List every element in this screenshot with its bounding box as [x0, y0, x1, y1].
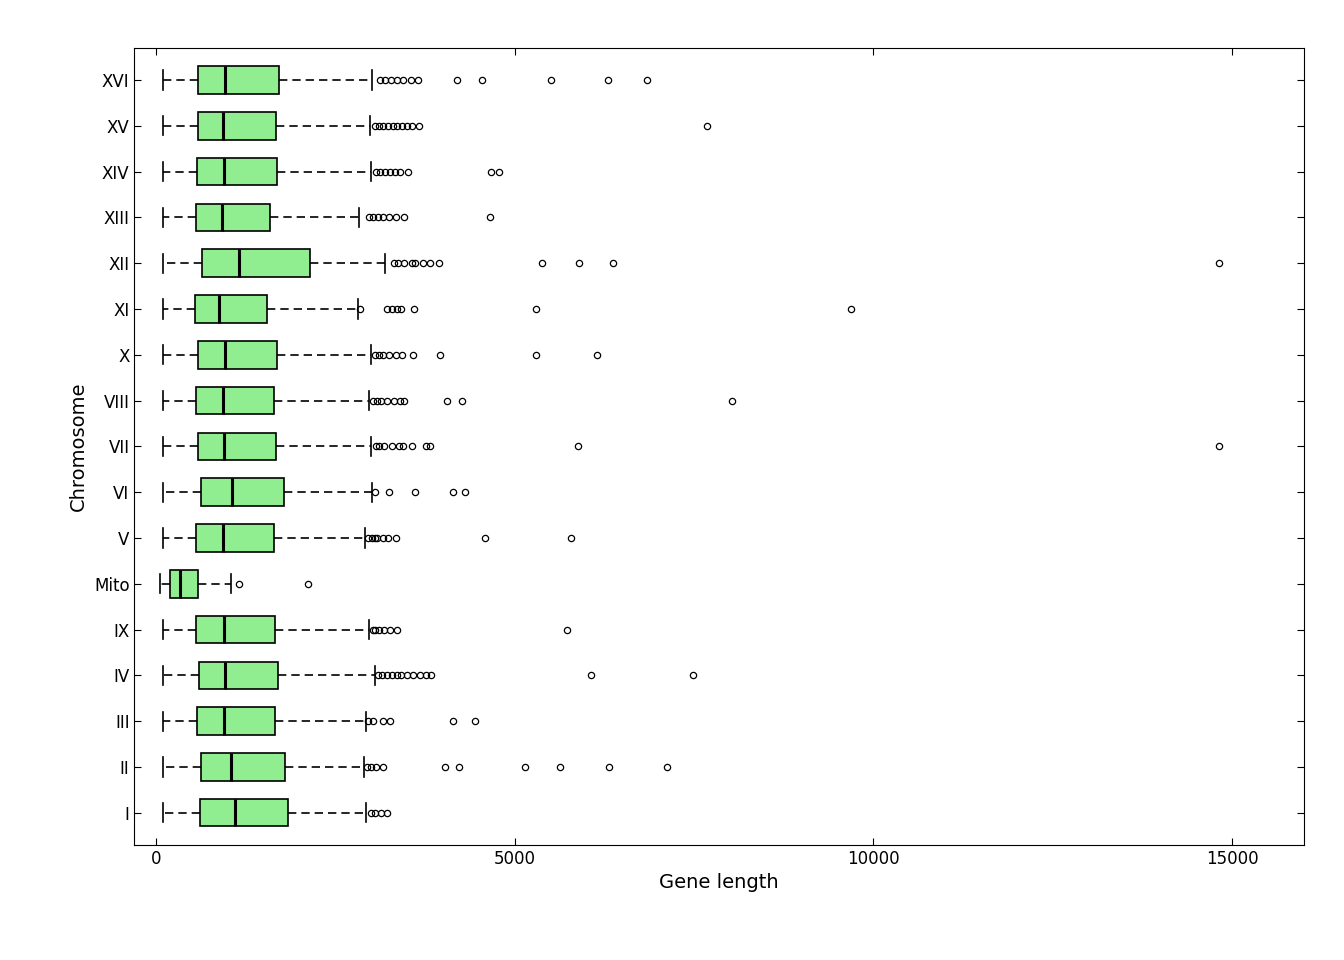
Bar: [171, 570, 198, 597]
Bar: [196, 524, 274, 552]
Bar: [198, 157, 277, 185]
Bar: [200, 754, 285, 780]
Bar: [198, 433, 276, 460]
Y-axis label: Chromosome: Chromosome: [70, 382, 89, 511]
Bar: [196, 204, 270, 231]
Bar: [196, 615, 276, 643]
Bar: [202, 250, 310, 277]
Bar: [198, 66, 280, 94]
Bar: [200, 799, 288, 827]
Bar: [196, 387, 274, 415]
Bar: [198, 112, 277, 139]
Bar: [198, 708, 276, 735]
X-axis label: Gene length: Gene length: [659, 874, 780, 892]
Bar: [199, 661, 277, 689]
Bar: [195, 296, 267, 323]
Bar: [200, 478, 284, 506]
Bar: [199, 341, 277, 369]
